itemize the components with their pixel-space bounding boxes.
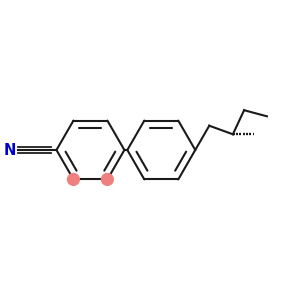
Circle shape [68,173,80,185]
Text: N: N [3,142,16,158]
Circle shape [101,173,113,185]
